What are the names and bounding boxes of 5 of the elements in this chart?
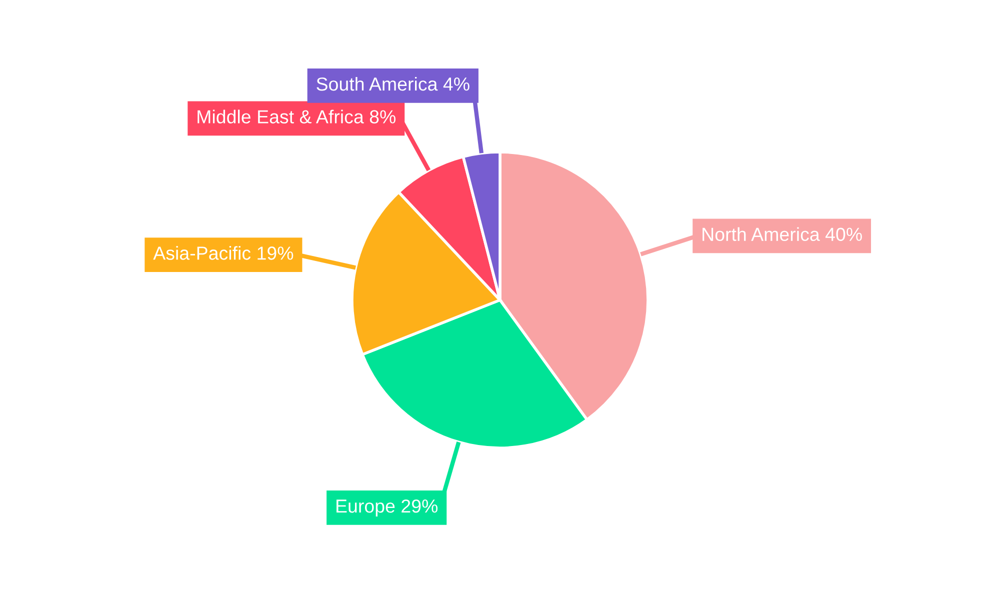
- slice-label: North America 40%: [702, 227, 862, 242]
- slice-label: Europe 29%: [336, 499, 438, 516]
- slice-label: Middle East & Africa 8%: [198, 110, 396, 124]
- slice-label: Asia-Pacific 19%: [153, 246, 294, 260]
- slice-label: South America 4%: [316, 76, 470, 91]
